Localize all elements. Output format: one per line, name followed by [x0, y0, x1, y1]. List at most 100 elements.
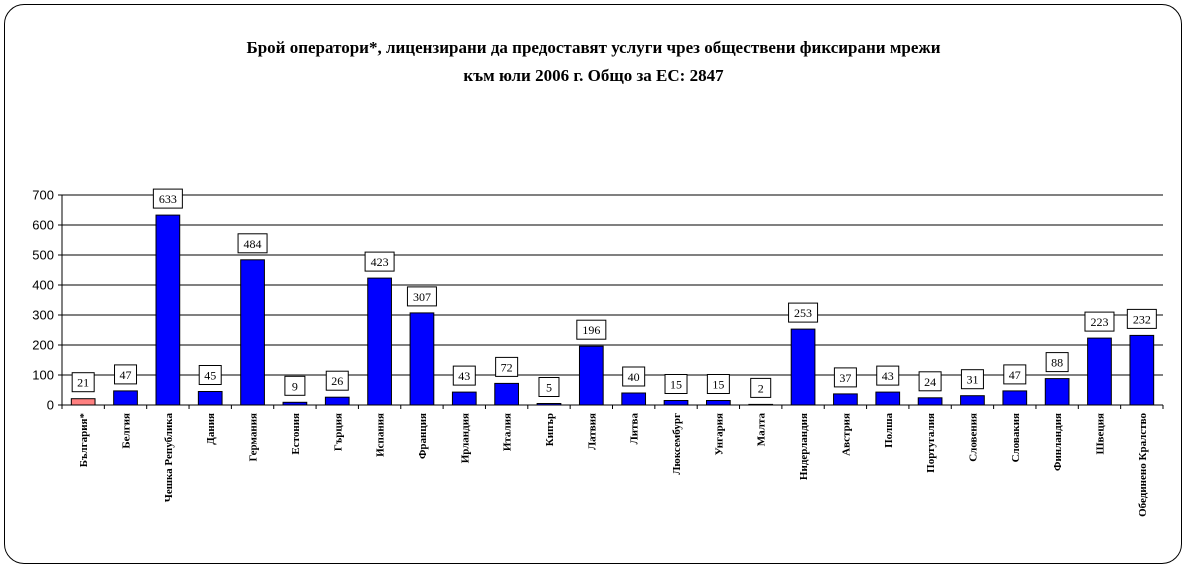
bar	[113, 390, 138, 406]
data-label-text: 45	[204, 369, 216, 383]
data-label: 21	[71, 372, 95, 393]
bars	[70, 214, 1155, 406]
y-tick-label: 300	[32, 308, 54, 323]
category-label: Австрия	[840, 413, 852, 456]
category-label: Финландия	[1052, 413, 1064, 471]
data-label-box	[71, 372, 95, 393]
y-tick-label: 500	[32, 248, 54, 263]
bar	[197, 391, 223, 406]
category-label: Обединено Кралство	[1137, 413, 1149, 517]
category-label: Швеция	[1094, 413, 1106, 455]
data-label-box	[1126, 308, 1157, 329]
gridlines	[62, 194, 1163, 376]
data-label-text: 423	[371, 255, 389, 269]
data-label: 47	[114, 364, 138, 385]
data-labels: 21 47 633 45 484 9 26 423 307 43 72 5 196 40 15 15 2 253 3…	[71, 188, 1157, 398]
y-tick-label: 100	[32, 368, 54, 383]
data-label-text: 31	[966, 373, 978, 387]
data-label-box	[495, 356, 519, 377]
data-label-box	[750, 377, 772, 398]
data-label-text: 40	[628, 370, 640, 384]
data-label-text: 2	[758, 381, 764, 395]
data-label: 40	[622, 366, 646, 387]
data-label-text: 43	[458, 369, 470, 383]
data-label-box	[364, 251, 395, 272]
data-label: 633	[152, 188, 183, 209]
data-label: 2	[750, 377, 772, 398]
data-label: 232	[1126, 308, 1157, 329]
data-label-text: 37	[839, 371, 851, 385]
category-label: Германия	[248, 413, 260, 462]
y-tick-label: 700	[32, 188, 54, 203]
bar	[706, 400, 731, 406]
bar	[578, 345, 604, 406]
category-label: Литва	[629, 413, 641, 445]
category-label: Словения	[967, 413, 979, 462]
data-label-text: 633	[159, 192, 177, 206]
data-label-box	[1003, 364, 1027, 385]
data-label: 43	[452, 365, 476, 386]
category-label: Ирландия	[459, 413, 471, 463]
bar	[790, 328, 816, 406]
bar	[155, 214, 181, 406]
y-tick-label: 400	[32, 278, 54, 293]
data-label-box	[664, 374, 688, 394]
data-label-text: 15	[670, 378, 682, 392]
data-label-box	[1084, 311, 1115, 332]
data-label-text: 9	[292, 379, 298, 393]
data-label: 15	[664, 374, 688, 394]
bar	[621, 392, 647, 406]
category-label: Малта	[756, 413, 768, 447]
bar	[494, 382, 519, 406]
data-label-box	[788, 302, 819, 323]
bar	[451, 391, 477, 406]
bar	[663, 400, 689, 406]
data-label-box	[198, 365, 222, 385]
data-label-text: 307	[413, 290, 431, 304]
category-label: Франция	[417, 413, 429, 459]
category-label: Дания	[205, 413, 217, 445]
bar	[409, 312, 435, 406]
bar	[875, 391, 901, 406]
data-label: 47	[1003, 364, 1027, 385]
category-label: Кипър	[544, 413, 556, 446]
data-label-box	[1045, 352, 1069, 373]
data-label: 196	[576, 319, 607, 340]
data-label-text: 47	[1009, 368, 1021, 382]
data-label: 72	[495, 356, 519, 377]
data-label-box	[114, 364, 138, 385]
data-label-box	[237, 233, 268, 254]
data-label-box	[538, 377, 560, 397]
data-label: 307	[406, 286, 437, 307]
bar	[70, 398, 96, 406]
bar	[367, 277, 392, 406]
category-label: Латвия	[586, 413, 598, 450]
data-label-text: 43	[882, 369, 894, 383]
bar	[833, 393, 858, 406]
data-label: 423	[364, 251, 395, 272]
data-label-box	[152, 188, 183, 209]
category-label: Италия	[502, 413, 514, 451]
data-label: 37	[833, 367, 857, 388]
category-label: Белгия	[121, 413, 133, 449]
chart-title-line-1: Брой оператори*, лицензирани да предоста…	[246, 38, 941, 57]
data-label-box	[876, 365, 900, 386]
category-label: Нидерландия	[798, 413, 810, 480]
data-label-text: 15	[712, 378, 724, 392]
category-label: Испания	[375, 413, 387, 457]
data-label: 43	[876, 365, 900, 386]
category-label: Португалия	[925, 413, 937, 473]
bar	[1087, 337, 1112, 406]
bar	[240, 259, 265, 406]
data-label-text: 253	[794, 306, 812, 320]
category-label: Гърция	[332, 413, 344, 451]
chart-frame	[4, 4, 1182, 564]
data-label: 223	[1084, 311, 1115, 332]
data-label-box	[576, 319, 607, 340]
data-label-box	[325, 370, 349, 391]
bar	[1129, 334, 1155, 406]
category-label: Словакия	[1010, 413, 1022, 462]
bar	[917, 397, 943, 406]
chart-title-line-2: към юли 2006 г. Общо за ЕС: 2847	[463, 66, 724, 85]
data-label-box	[284, 375, 306, 396]
